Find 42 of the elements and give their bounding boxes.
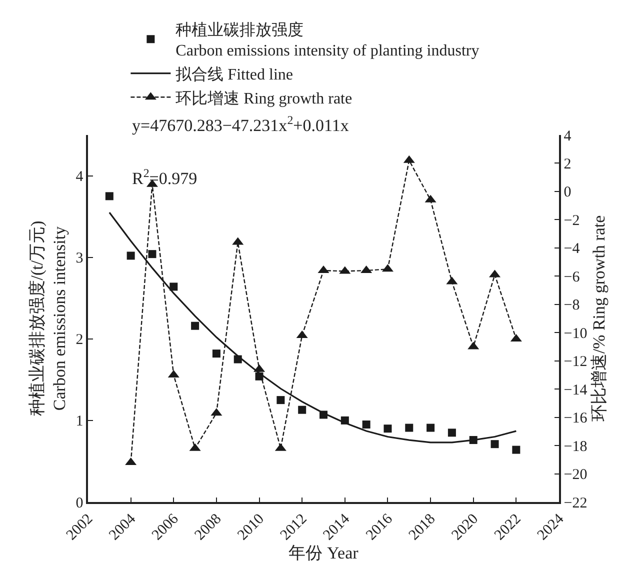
point [490, 440, 499, 448]
point [276, 396, 285, 404]
point [426, 424, 435, 432]
point [105, 192, 114, 200]
y2-tick-label: −12 [564, 354, 588, 370]
point [298, 406, 306, 414]
y2-tick-label: −8 [564, 298, 580, 314]
legend-label: 种植业碳排放强度 Carbon emissions intensity of planting industry [176, 20, 480, 60]
y2-tick-label: −22 [564, 495, 588, 512]
point [405, 424, 414, 432]
y2-tick-label: −4 [564, 241, 580, 258]
y2-tick-label: −18 [564, 438, 588, 455]
y2-tick-label: 2 [564, 156, 572, 172]
annotation: y=47670.283−47.231x$^{2}$+0.011x [132, 113, 350, 136]
y-tick-label: 3 [76, 250, 84, 267]
legend-label: 环比增速 Ring growth rate [176, 89, 352, 108]
point [212, 350, 220, 358]
point [191, 322, 200, 330]
y-tick-label: 1 [76, 414, 84, 430]
legend-label: 拟合线 Fitted line [176, 66, 294, 84]
y2-axis-title: 环比增速/% Ring growth rate [590, 215, 609, 422]
y2-tick-label: −2 [564, 212, 580, 229]
point [170, 282, 178, 291]
y-tick-label: 4 [76, 169, 84, 186]
annotation: R$^{2}$=0.979 [132, 166, 198, 188]
point [362, 420, 370, 429]
point [126, 252, 135, 260]
point [384, 424, 392, 433]
y-tick-label: 0 [76, 495, 84, 512]
point [448, 428, 456, 437]
y2-tick-label: −6 [564, 269, 580, 286]
y2-tick-label: −20 [564, 467, 588, 484]
y2-tick-label: −16 [564, 410, 588, 427]
y-tick-label: 2 [76, 332, 84, 348]
y2-tick-label: 4 [564, 128, 572, 144]
point [512, 446, 520, 454]
y-axis-title: 种植业碳排放强度/(t/万元) Carbon emissions intensity [28, 220, 69, 416]
y2-tick-label: 0 [564, 184, 572, 201]
y2-tick-label: −10 [564, 326, 588, 342]
y2-tick-label: −14 [564, 382, 588, 398]
point [148, 250, 156, 258]
x-axis-title: 年份 Year [288, 544, 359, 563]
